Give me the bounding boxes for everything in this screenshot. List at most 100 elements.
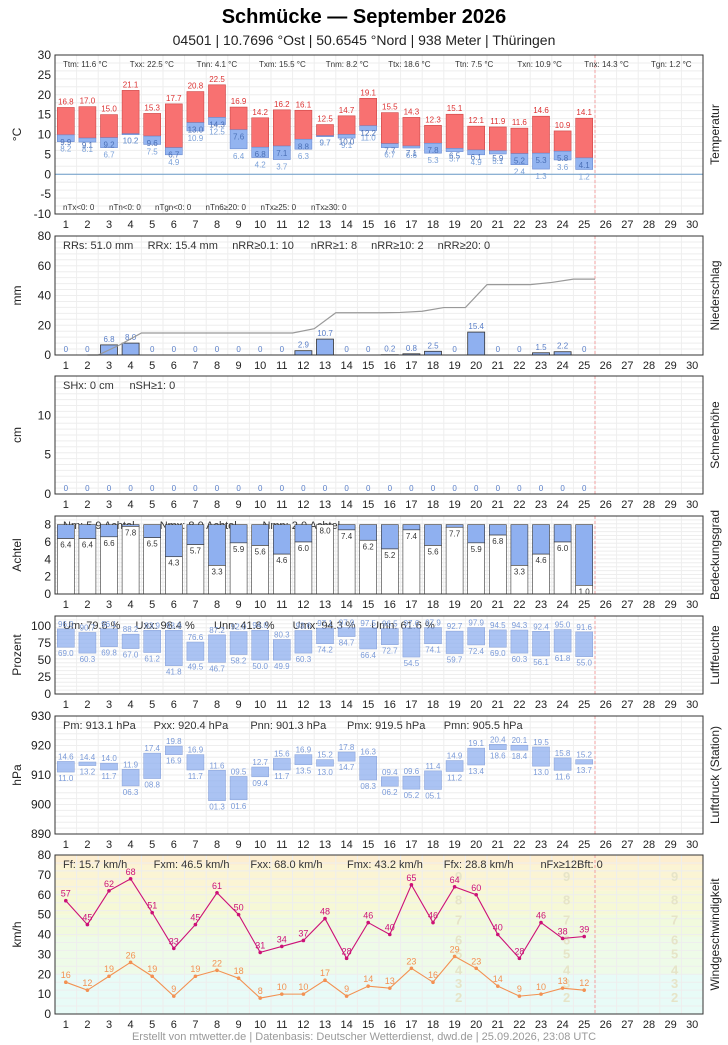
temp-mean-label: 7.1 — [406, 149, 418, 158]
wind-mean-point — [496, 984, 500, 988]
humidity-max-label: 92.4 — [533, 622, 549, 631]
x-tick-label: 1 — [63, 219, 69, 231]
stat-label: nTn<0: 0 — [109, 203, 141, 212]
x-tick-label: 14 — [340, 360, 352, 372]
cloud-label: 4.6 — [535, 556, 547, 565]
humidity-bar — [532, 631, 550, 657]
humidity-bar — [143, 630, 161, 653]
x-tick-label: 17 — [405, 599, 417, 611]
pressure-bar — [575, 759, 594, 765]
humidity-min-label: 72.7 — [382, 647, 398, 656]
humidity-max-label: 97.9 — [339, 619, 355, 628]
temp-mean-label: 4.1 — [579, 161, 591, 170]
beaufort-label: 3 — [455, 976, 462, 991]
x-tick-label: 14 — [340, 219, 352, 231]
x-tick-label: 15 — [362, 1019, 374, 1031]
pressure-max-label: 12.7 — [252, 758, 268, 767]
cloud-label: 7.7 — [449, 529, 461, 538]
temp-max-bar — [186, 91, 205, 123]
wind-gust-point — [258, 950, 263, 955]
wind-gust-point — [107, 888, 111, 893]
x-tick-label: 7 — [192, 219, 198, 231]
x-tick-label: 8 — [214, 839, 220, 851]
humidity-min-label: 67.0 — [123, 651, 139, 660]
cloud-blue-bar — [78, 524, 97, 539]
temp-mean-label: 12.2 — [360, 129, 376, 138]
x-tick-label: 14 — [340, 839, 352, 851]
y-tick-label: 0 — [44, 167, 51, 181]
x-tick-label: 15 — [362, 219, 374, 231]
pressure-min-label: 13.5 — [296, 767, 312, 776]
wind-mean-point — [280, 992, 284, 996]
temp-min-label: 10.9 — [188, 134, 204, 143]
x-tick-label: 26 — [600, 699, 612, 711]
wind-mean-point — [236, 976, 241, 981]
wind-gust-label: 40 — [493, 923, 503, 933]
temp-max-label: 14.6 — [533, 106, 549, 115]
precip-label: 2.5 — [427, 341, 439, 350]
temp-max-label: 16.8 — [58, 97, 74, 106]
y-axis-label: Achtel — [10, 538, 24, 571]
wind-gust-label: 60 — [471, 883, 481, 893]
precip-label: 6.8 — [103, 335, 115, 344]
wind-gust-point — [409, 883, 414, 887]
x-tick-label: 4 — [128, 839, 134, 851]
pressure-min-label: 08.8 — [144, 781, 160, 790]
stat-label: nTx<0: 0 — [63, 203, 95, 212]
precip-label: 0 — [258, 345, 263, 354]
temp-max-label: 14.1 — [576, 108, 592, 117]
humidity-min-label: 66.4 — [360, 651, 376, 660]
wind-gust-label: 62 — [104, 879, 114, 889]
y-tick-label: 900 — [31, 798, 51, 812]
stat-label: nRR≥20: 0 — [438, 240, 491, 252]
y-tick-label: 30 — [38, 947, 52, 961]
wind-mean-label: 29 — [450, 944, 460, 954]
pressure-max-label: 14.0 — [101, 754, 117, 763]
x-tick-label: 16 — [384, 360, 396, 372]
wind-mean-label: 10 — [536, 982, 546, 992]
temp-max-label: 20.8 — [188, 82, 204, 91]
x-tick-label: 28 — [643, 699, 655, 711]
pressure-min-label: 06.2 — [382, 788, 398, 797]
temp-max-bar — [380, 112, 399, 144]
x-tick-label: 11 — [276, 599, 287, 611]
humidity-min-label: 69.0 — [490, 649, 506, 658]
x-tick-label: 23 — [535, 360, 547, 372]
x-tick-label: 12 — [297, 1019, 309, 1031]
x-tick-label: 16 — [384, 599, 396, 611]
humidity-max-label: 76.6 — [188, 633, 204, 642]
x-tick-label: 1 — [63, 599, 69, 611]
x-tick-label: 10 — [254, 599, 266, 611]
precip-label: 10.7 — [317, 329, 333, 338]
snow-label: 0 — [517, 484, 522, 493]
x-tick-label: 29 — [664, 699, 676, 711]
cloud-blue-bar — [402, 524, 421, 531]
x-tick-label: 6 — [171, 219, 177, 231]
pressure-bar — [165, 745, 183, 755]
pressure-bar — [294, 754, 313, 765]
pressure-max-label: 16.9 — [188, 746, 204, 755]
humidity-bar — [272, 639, 291, 661]
x-tick-label: 23 — [535, 1019, 547, 1031]
x-tick-label: 25 — [578, 499, 590, 511]
wind-mean-label: 10 — [277, 982, 287, 992]
temp-mean-bar — [186, 122, 205, 132]
temp-mean-bar — [78, 137, 97, 143]
x-tick-label: 22 — [513, 699, 525, 711]
snow-label: 0 — [64, 484, 69, 493]
x-tick-label: 26 — [600, 1019, 612, 1031]
x-tick-label: 8 — [214, 699, 220, 711]
temp-min-label: 3.7 — [276, 163, 288, 172]
panel-border — [54, 54, 704, 215]
wind-gust-label: 68 — [126, 867, 136, 877]
wind-gust-label: 33 — [169, 936, 179, 946]
pressure-bar — [251, 766, 269, 778]
x-tick-label: 28 — [643, 219, 655, 231]
x-tick-label: 6 — [171, 699, 177, 711]
humidity-max-label: 96.0 — [58, 620, 74, 629]
stat-label: Ttm: 11.6 °C — [63, 60, 108, 69]
temp-max-bar — [424, 125, 442, 144]
y-tick-label: 60 — [38, 259, 52, 273]
stat-label: Txn: 10.9 °C — [517, 60, 562, 69]
x-tick-label: 4 — [128, 699, 134, 711]
